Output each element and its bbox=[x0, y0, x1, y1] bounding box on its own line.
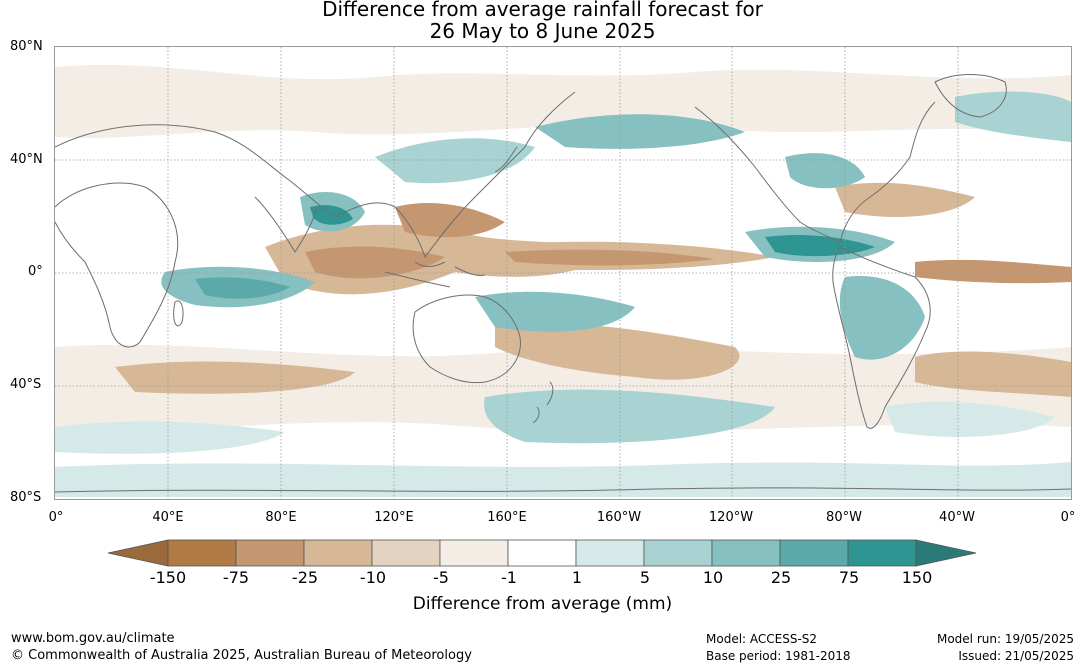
lon-label-0-right: 0° bbox=[1060, 510, 1076, 525]
colorbar-title: Difference from average (mm) bbox=[412, 594, 673, 614]
coastline-japan bbox=[494, 146, 518, 173]
lon-label-80e: 80°E bbox=[265, 510, 297, 525]
colorbar-tick-label: 25 bbox=[770, 568, 792, 587]
colorbar-swatch bbox=[847, 539, 917, 567]
colorbar-tick-label: -150 bbox=[149, 568, 187, 587]
coastline-eurasia bbox=[55, 91, 576, 259]
map-title-line-1: Difference from average rainfall forecas… bbox=[322, 0, 763, 21]
anomaly-very-dry-maritime-core bbox=[305, 246, 445, 279]
anomaly-wet-south-america bbox=[839, 276, 925, 360]
colorbar-extend-high bbox=[915, 539, 977, 567]
colorbar-extend-low bbox=[107, 539, 169, 567]
coastlines bbox=[55, 74, 1071, 493]
coastline-north-america bbox=[694, 101, 936, 243]
coastline-antarctica bbox=[55, 487, 1071, 493]
anomaly-wet-southern-ocean-south-pacific bbox=[484, 389, 775, 444]
colorbar-tick-label: 1 bbox=[571, 568, 583, 587]
lon-label-80w: 80°W bbox=[826, 510, 862, 525]
colorbar-tick-label: 10 bbox=[702, 568, 724, 587]
lon-label-160w: 160°W bbox=[596, 510, 642, 525]
colorbar-tick-label: -1 bbox=[501, 568, 517, 587]
graticule bbox=[55, 47, 1071, 499]
lon-label-120w: 120°W bbox=[708, 510, 754, 525]
anomaly-wet-north-atlantic bbox=[955, 91, 1071, 142]
coastline-africa bbox=[55, 182, 179, 348]
anomaly-dry-western-pacific bbox=[395, 202, 505, 238]
rainfall-anomaly-map bbox=[54, 46, 1072, 500]
colorbar-tick-label: 75 bbox=[838, 568, 860, 587]
colorbar-swatch bbox=[439, 539, 509, 567]
colorbar-tick-label: 5 bbox=[639, 568, 651, 587]
coastline-india bbox=[254, 196, 318, 253]
lat-label-40n: 40°N bbox=[10, 152, 43, 167]
anomaly-dry-north-atlantic bbox=[835, 182, 975, 217]
coastline-south-america bbox=[832, 246, 931, 429]
anomaly-wet-southern-ocean-atlantic bbox=[885, 401, 1055, 437]
lat-label-40s: 40°S bbox=[10, 377, 42, 392]
colorbar-tick-label: -10 bbox=[359, 568, 387, 587]
colorbar-tick-label: 150 bbox=[901, 568, 933, 587]
map-canvas bbox=[55, 47, 1071, 499]
coastline-indonesia bbox=[384, 261, 486, 288]
anomaly-wet-north-pacific bbox=[535, 114, 745, 149]
lon-label-120e: 120°E bbox=[374, 510, 414, 525]
colorbar-swatch bbox=[575, 539, 645, 567]
anomaly-wet-west-pacific-south bbox=[475, 291, 635, 332]
colorbar-swatch bbox=[643, 539, 713, 567]
coastline-madagascar bbox=[173, 300, 184, 327]
colorbar-tick-label: -5 bbox=[433, 568, 449, 587]
coastline-greenland bbox=[934, 74, 1007, 118]
colorbar-swatch bbox=[303, 539, 373, 567]
colorbar-tick-label: -75 bbox=[222, 568, 250, 587]
colorbar-swatch bbox=[507, 539, 577, 567]
footer-model: Model: ACCESS-S2 bbox=[706, 632, 818, 646]
lon-label-160e: 160°E bbox=[487, 510, 527, 525]
colorbar bbox=[107, 539, 977, 567]
anomaly-very-dry-pacific-tongue bbox=[505, 249, 715, 266]
footer-base-period: Base period: 1981-2018 bbox=[706, 649, 851, 663]
lat-label-80s: 80°S bbox=[10, 490, 42, 505]
lat-label-80n: 80°N bbox=[10, 39, 43, 54]
colorbar-swatch bbox=[711, 539, 781, 567]
map-title-line-2: 26 May to 8 June 2025 bbox=[429, 19, 656, 43]
colorbar-tick-label: -25 bbox=[291, 568, 319, 587]
anomaly-very-wet-southern-indian-ocean bbox=[195, 277, 290, 299]
lon-label-0-left: 0° bbox=[48, 510, 64, 525]
colorbar-swatch bbox=[167, 539, 237, 567]
anomaly-fields bbox=[55, 64, 1071, 497]
lon-label-40w: 40°W bbox=[939, 510, 975, 525]
anomaly-dry-south-pacific bbox=[495, 323, 740, 380]
anomaly-wet-gulf-of-mexico bbox=[785, 153, 865, 189]
colorbar-swatch bbox=[779, 539, 849, 567]
anomaly-dry-southern-belt bbox=[55, 344, 1071, 433]
anomaly-wet-high-southern-latitudes bbox=[55, 462, 1071, 497]
coastline-new-zealand bbox=[532, 381, 554, 424]
lat-label-equator: 0° bbox=[28, 264, 43, 279]
footer-issued: Issued: 21/05/2025 bbox=[958, 649, 1074, 663]
footer-website: www.bom.gov.au/climate bbox=[11, 631, 175, 646]
anomaly-dry-equatorial-atlantic bbox=[915, 259, 1071, 284]
lon-label-40e: 40°E bbox=[152, 510, 184, 525]
coastline-australia bbox=[412, 294, 521, 384]
colorbar-swatch bbox=[235, 539, 305, 567]
anomaly-wet-southern-ocean-indian bbox=[55, 421, 285, 454]
footer-model-run: Model run: 19/05/2025 bbox=[936, 632, 1074, 646]
footer-copyright: © Commonwealth of Australia 2025, Austra… bbox=[11, 648, 472, 663]
colorbar-swatch bbox=[371, 539, 441, 567]
